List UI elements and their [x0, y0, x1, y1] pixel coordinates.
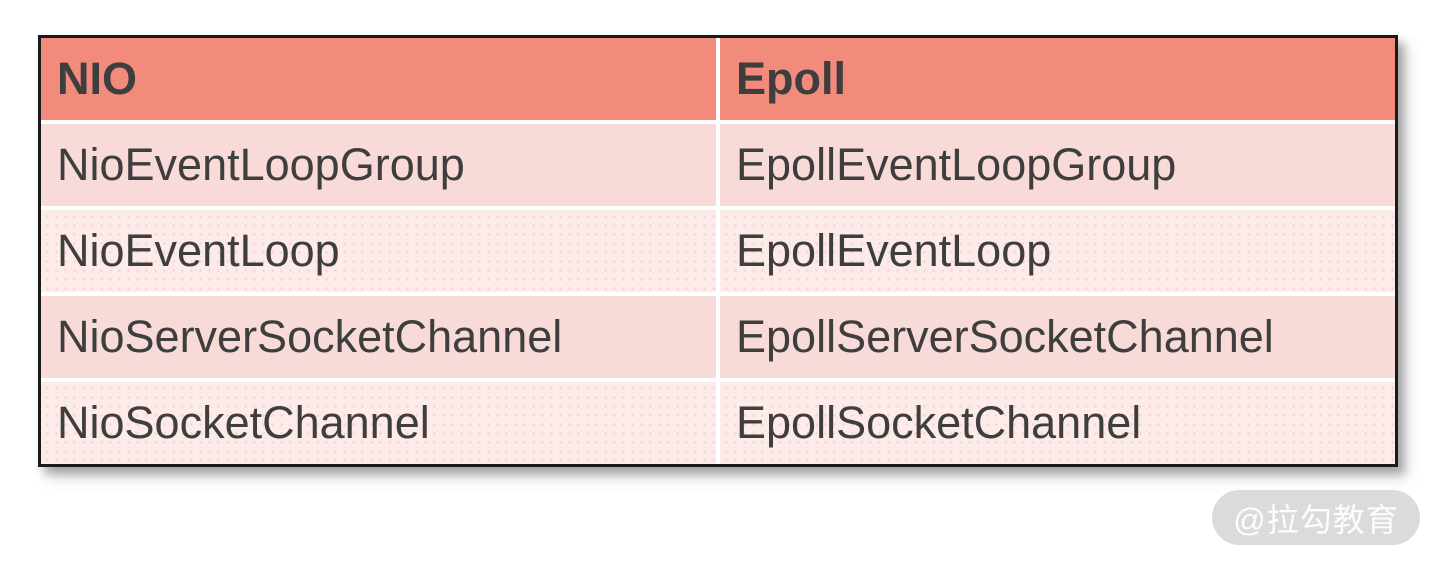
table-cell-epoll-socketchannel: EpollSocketChannel [720, 382, 1395, 464]
table-cell-nio-eventloop: NioEventLoop [41, 210, 716, 292]
column-header-nio: NIO [41, 38, 716, 120]
table-cell-epoll-eventloopgroup: EpollEventLoopGroup [720, 124, 1395, 206]
column-header-epoll: Epoll [720, 38, 1395, 120]
nio-epoll-comparison-table: NIO Epoll NioEventLoopGroup EpollEventLo… [38, 35, 1398, 467]
table-cell-epoll-eventloop: EpollEventLoop [720, 210, 1395, 292]
table-cell-nio-eventloopgroup: NioEventLoopGroup [41, 124, 716, 206]
watermark-badge: @拉勾教育 [1212, 490, 1420, 545]
table-cell-nio-socketchannel: NioSocketChannel [41, 382, 716, 464]
table-cell-epoll-serversocketchannel: EpollServerSocketChannel [720, 296, 1395, 378]
table-cell-nio-serversocketchannel: NioServerSocketChannel [41, 296, 716, 378]
